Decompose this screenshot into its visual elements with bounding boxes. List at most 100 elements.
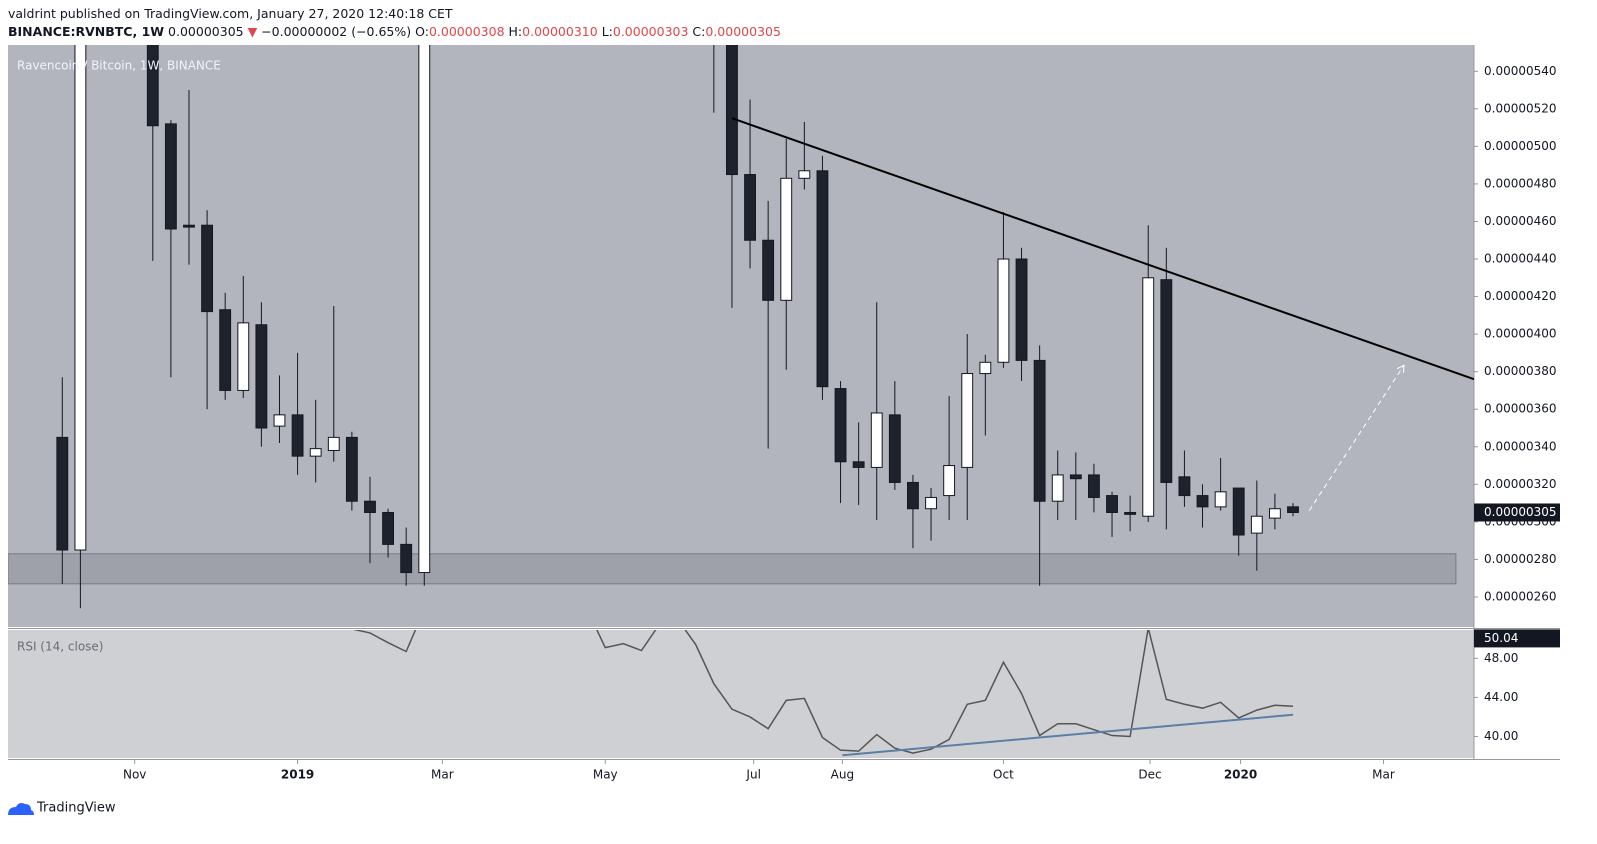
candle-body: [726, 45, 738, 176]
last-price: 0.00000305: [168, 24, 244, 39]
rsi-line: [352, 630, 1294, 754]
candle-body: [400, 543, 413, 574]
candle-body: [979, 361, 992, 375]
ohlc-value: 0.00000308: [428, 24, 505, 39]
candle-body: [201, 224, 214, 313]
candle-body: [309, 448, 322, 457]
candle-body: [1015, 258, 1028, 361]
ohlc-key: L:: [601, 24, 613, 39]
candle-body: [1287, 506, 1299, 513]
candle-body: [327, 436, 340, 452]
logo-icon: [8, 803, 34, 815]
candle-body: [273, 414, 286, 427]
price-marker: [1474, 503, 1560, 522]
x-tick-label: Dec: [1138, 768, 1161, 782]
candle-body: [164, 123, 177, 230]
trend-line: [731, 117, 1474, 381]
main-plot: [8, 45, 1474, 609]
y-tick-label: 0.00000320: [1484, 477, 1557, 491]
candle-body: [798, 170, 811, 179]
candle-body: [1069, 474, 1082, 480]
candle-body: [237, 322, 250, 391]
rsi-pane: [8, 630, 1474, 758]
rsi-title: RSI (14, close): [17, 640, 103, 654]
y-tick-label: 0.00000440: [1484, 252, 1557, 266]
x-tick-label: Jul: [745, 768, 760, 782]
support-zone: [8, 553, 1457, 585]
candle-body: [852, 461, 865, 468]
candle-body: [816, 170, 829, 388]
x-tick-label: 2020: [1224, 768, 1257, 782]
candle-body: [255, 324, 268, 429]
x-tick-label: Mar: [1372, 768, 1395, 782]
candle-body: [925, 496, 937, 510]
candle-body: [1232, 487, 1245, 536]
candle-body: [418, 45, 431, 574]
y-tick-label: 48.00: [1484, 651, 1518, 665]
price-marker-label: 50.04: [1484, 631, 1518, 645]
ohlc-key: O:: [415, 24, 429, 39]
candle-body: [1142, 277, 1155, 517]
rsi-trend-line: [842, 713, 1294, 757]
candle-body: [961, 373, 974, 468]
ohlc-value: 0.00000305: [705, 24, 781, 39]
logo: TradingView: [8, 801, 116, 816]
symbol-line: BINANCE:RVNBTC, 1W 0.00000305 ▼ −0.00000…: [8, 24, 781, 39]
x-tick-label: Nov: [123, 768, 146, 782]
candle-body: [780, 177, 793, 301]
candle-body: [943, 465, 956, 497]
candle-body: [1268, 508, 1281, 519]
candle-body: [345, 436, 358, 502]
chart-title: Ravencoin / Bitcoin, 1W, BINANCE: [17, 59, 221, 73]
price-marker: [1474, 629, 1560, 648]
candle-body: [762, 239, 775, 301]
y-tick-label: 0.00000500: [1484, 139, 1557, 153]
change: −0.00000002 (−0.65%): [261, 24, 412, 39]
x-tick-label: Oct: [993, 768, 1014, 782]
ohlc-key: H:: [508, 24, 523, 39]
candle-body: [1160, 279, 1173, 483]
candle-body: [364, 500, 376, 513]
candle-body: [56, 436, 69, 551]
y-tick-label: 0.00000400: [1484, 327, 1557, 341]
candle-body: [834, 388, 847, 463]
candle-body: [744, 174, 756, 241]
candle-body: [1178, 476, 1191, 497]
candle-body: [1214, 491, 1227, 508]
ohlc-c: C:0.00000305: [692, 24, 781, 39]
y-tick-label: 0.00000280: [1484, 552, 1557, 566]
candle-body: [219, 309, 232, 391]
candle-body: [870, 412, 883, 468]
change-arrow: ▼: [247, 24, 258, 39]
candle-body: [382, 511, 395, 545]
ohlc-l: L:0.00000303: [602, 24, 689, 39]
y-tick-label: 0.00000360: [1484, 402, 1557, 416]
candle-body: [1033, 359, 1046, 502]
x-tick-label: Aug: [831, 768, 854, 782]
main-pane: [8, 45, 1474, 627]
price-marker-label: 0.00000305: [1484, 505, 1557, 519]
candle-body: [74, 45, 87, 551]
candle-body: [907, 481, 919, 510]
candle-body: [997, 258, 1010, 363]
candle-body: [291, 414, 304, 457]
candle-body: [1196, 495, 1209, 508]
ohlc-o: O:0.00000308: [415, 24, 504, 39]
candle-body: [1250, 515, 1263, 534]
brand: TradingView: [36, 801, 116, 816]
ohlc-value: 0.00000303: [612, 24, 689, 39]
candle-body: [888, 414, 901, 483]
ohlc-h: H:0.00000310: [509, 24, 598, 39]
ohlc-key: C:: [692, 24, 706, 39]
candle-body: [1051, 474, 1064, 502]
candle-body: [1106, 495, 1118, 513]
y-tick-label: 0.00000260: [1484, 589, 1557, 603]
rsi-plot: [352, 630, 1294, 757]
candle-body: [1124, 511, 1137, 515]
y-tick-label: 0.00000540: [1484, 64, 1557, 78]
y-tick-label: 0.00000380: [1484, 364, 1557, 378]
x-tick-label: 2019: [281, 768, 314, 782]
y-tick-label: 0.00000460: [1484, 214, 1557, 228]
